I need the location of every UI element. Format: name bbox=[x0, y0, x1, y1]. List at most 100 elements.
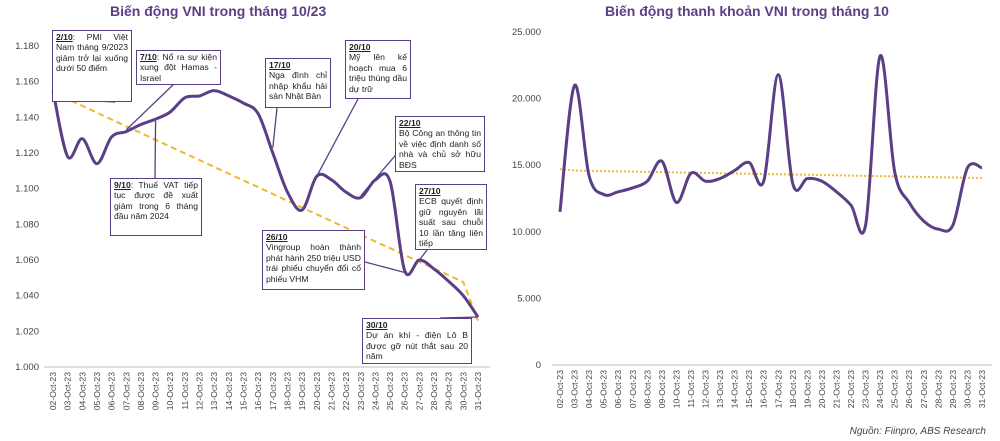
vni-x-tick-label: 30-Oct-23 bbox=[458, 372, 468, 410]
annotation-date: 26/10 bbox=[266, 232, 288, 242]
liquidity-x-tick-label: 26-Oct-23 bbox=[904, 370, 914, 408]
liquidity-y-tick-label: 15.000 bbox=[512, 160, 541, 171]
annotation-pointer bbox=[439, 316, 479, 319]
liquidity-trend-line bbox=[559, 168, 983, 179]
vni-x-tick-label: 19-Oct-23 bbox=[297, 372, 307, 410]
annotation-date: 9/10 bbox=[114, 180, 131, 190]
liquidity-x-tick-label: 31-Oct-23 bbox=[977, 370, 987, 408]
annotation-date: 30/10 bbox=[366, 320, 388, 330]
chart-title-vni: Biến động VNI trong tháng 10/23 bbox=[110, 3, 327, 19]
vni-x-tick-label: 31-Oct-23 bbox=[473, 372, 483, 410]
liquidity-x-tick-label: 30-Oct-23 bbox=[962, 370, 972, 408]
vni-trend-line bbox=[52, 91, 479, 321]
annotation-pointer bbox=[125, 82, 176, 131]
annotation-date: 27/10 bbox=[419, 186, 441, 196]
liquidity-x-tick-label: 12-Oct-23 bbox=[701, 370, 711, 408]
vni-y-tick-label: 1.160 bbox=[15, 77, 39, 88]
liquidity-x-tick-label: 15-Oct-23 bbox=[744, 370, 754, 408]
vni-x-tick-label: 05-Oct-23 bbox=[92, 372, 102, 410]
annotation-box: 7/10: Nổ ra sự kiện xung đột Hamas - Isr… bbox=[136, 50, 221, 86]
vni-x-tick-label: 08-Oct-23 bbox=[136, 372, 146, 410]
annotation-box: 22/10 Bộ Công an thông tin về việc định d… bbox=[395, 116, 485, 173]
liquidity-x-tick-label: 17-Oct-23 bbox=[773, 370, 783, 408]
vni-x-tick-label: 20-Oct-23 bbox=[312, 372, 322, 410]
vni-x-tick-label: 04-Oct-23 bbox=[77, 372, 87, 410]
vni-x-tick-label: 27-Oct-23 bbox=[414, 372, 424, 410]
liquidity-x-tick-label: 29-Oct-23 bbox=[948, 370, 958, 408]
vni-x-tick-label: 24-Oct-23 bbox=[370, 372, 380, 410]
annotation-text: : PMI Việt Nam tháng 9/2023 giảm trở lại… bbox=[56, 32, 128, 74]
liquidity-x-tick-label: 07-Oct-23 bbox=[628, 370, 638, 408]
vni-x-tick-label: 02-Oct-23 bbox=[48, 372, 58, 410]
vni-x-tick-label: 26-Oct-23 bbox=[400, 372, 410, 410]
source-note: Nguồn: Fiinpro, ABS Research bbox=[849, 426, 986, 437]
annotation-date: 22/10 bbox=[399, 118, 421, 128]
vni-x-tick-label: 17-Oct-23 bbox=[268, 372, 278, 410]
annotation-date: 17/10 bbox=[269, 60, 291, 70]
vni-x-tick-label: 29-Oct-23 bbox=[444, 372, 454, 410]
liquidity-x-tick-label: 11-Oct-23 bbox=[686, 370, 696, 408]
annotation-text: Vingroup hoàn thành phát hành 250 triệu … bbox=[266, 242, 361, 284]
vni-x-tick-label: 16-Oct-23 bbox=[253, 372, 263, 410]
vni-x-tick-label: 28-Oct-23 bbox=[429, 372, 439, 410]
vni-y-tick-label: 1.040 bbox=[15, 291, 39, 302]
liquidity-x-tick-label: 08-Oct-23 bbox=[642, 370, 652, 408]
annotation-text: Nga đình chỉ nhập khẩu hải sản Nhật Bản bbox=[269, 70, 327, 102]
vni-x-tick-label: 21-Oct-23 bbox=[326, 372, 336, 410]
liquidity-y-tick-label: 20.000 bbox=[512, 94, 541, 105]
vni-x-tick-label: 14-Oct-23 bbox=[224, 372, 234, 410]
annotation-pointer bbox=[316, 98, 359, 177]
liquidity-y-tick-label: 5.000 bbox=[517, 293, 541, 304]
liquidity-x-tick-label: 27-Oct-23 bbox=[919, 370, 929, 408]
liquidity-y-tick-label: 25.000 bbox=[512, 27, 541, 38]
vni-x-tick-label: 18-Oct-23 bbox=[282, 372, 292, 410]
liquidity-x-tick-label: 20-Oct-23 bbox=[817, 370, 827, 408]
vni-y-tick-label: 1.140 bbox=[15, 112, 39, 123]
annotation-box: 20/10 Mỹ lên kế hoạch mua 6 triệu thùng d… bbox=[345, 40, 411, 99]
liquidity-x-tick-label: 09-Oct-23 bbox=[657, 370, 667, 408]
liquidity-x-tick-label: 16-Oct-23 bbox=[759, 370, 769, 408]
vni-main-line bbox=[51, 89, 480, 318]
vni-y-tick-label: 1.100 bbox=[15, 184, 39, 195]
annotation-box: 9/10: Thuế VAT tiếp tục được đề xuất giả… bbox=[110, 178, 202, 236]
annotation-box: 2/10: PMI Việt Nam tháng 9/2023 giảm trở… bbox=[52, 30, 132, 102]
liquidity-x-tick-label: 22-Oct-23 bbox=[846, 370, 856, 408]
liquidity-x-tick-label: 18-Oct-23 bbox=[788, 370, 798, 408]
vni-y-tick-label: 1.180 bbox=[15, 41, 39, 52]
vni-y-tick-label: 1.060 bbox=[15, 255, 39, 266]
vni-x-tick-label: 07-Oct-23 bbox=[121, 372, 131, 410]
liquidity-x-tick-label: 06-Oct-23 bbox=[613, 370, 623, 408]
annotation-pointer bbox=[154, 120, 157, 179]
liquidity-x-tick-label: 10-Oct-23 bbox=[671, 370, 681, 408]
liquidity-y-tick-label: 10.000 bbox=[512, 227, 541, 238]
annotation-date: 7/10 bbox=[140, 52, 157, 62]
vni-x-tick-label: 06-Oct-23 bbox=[107, 372, 117, 410]
annotation-text: : Nổ ra sự kiện xung đột Hamas - Israel bbox=[140, 52, 217, 83]
annotation-box: 30/10 Dự án khí - điện Lô B được gỡ nút t… bbox=[362, 318, 472, 364]
vni-x-tick-label: 22-Oct-23 bbox=[341, 372, 351, 410]
vni-x-tick-label: 09-Oct-23 bbox=[151, 372, 161, 410]
annotation-date: 2/10 bbox=[56, 32, 73, 42]
liquidity-x-tick-label: 24-Oct-23 bbox=[875, 370, 885, 408]
vni-x-tick-label: 12-Oct-23 bbox=[195, 372, 205, 410]
vni-y-tick-label: 1.020 bbox=[15, 326, 39, 337]
annotation-text: Mỹ lên kế hoạch mua 6 triệu thùng dầu dự… bbox=[349, 52, 407, 94]
liquidity-x-tick-label: 04-Oct-23 bbox=[584, 370, 594, 408]
vni-x-tick-label: 23-Oct-23 bbox=[356, 372, 366, 410]
liquidity-main-line bbox=[558, 54, 983, 235]
liquidity-x-tick-label: 23-Oct-23 bbox=[861, 370, 871, 408]
vni-x-tick-label: 10-Oct-23 bbox=[165, 372, 175, 410]
chart-title-liquidity: Biến động thanh khoản VNI trong tháng 10 bbox=[605, 3, 889, 19]
annotation-date: 20/10 bbox=[349, 42, 371, 52]
annotation-text: ECB quyết định giữ nguyên lãi suất sau c… bbox=[419, 196, 483, 249]
vni-x-tick-label: 15-Oct-23 bbox=[239, 372, 249, 410]
vni-x-tick-label: 11-Oct-23 bbox=[180, 372, 190, 410]
vni-x-tick-label: 13-Oct-23 bbox=[209, 372, 219, 410]
liquidity-x-tick-label: 02-Oct-23 bbox=[555, 370, 565, 408]
liquidity-x-tick-label: 28-Oct-23 bbox=[933, 370, 943, 408]
liquidity-x-tick-label: 13-Oct-23 bbox=[715, 370, 725, 408]
annotation-pointer bbox=[360, 149, 401, 197]
annotation-box: 26/10 Vingroup hoàn thành phát hành 250 t… bbox=[262, 230, 365, 290]
annotation-box: 17/10 Nga đình chỉ nhập khẩu hải sản Nhật… bbox=[265, 58, 331, 108]
liquidity-x-tick-label: 25-Oct-23 bbox=[890, 370, 900, 408]
